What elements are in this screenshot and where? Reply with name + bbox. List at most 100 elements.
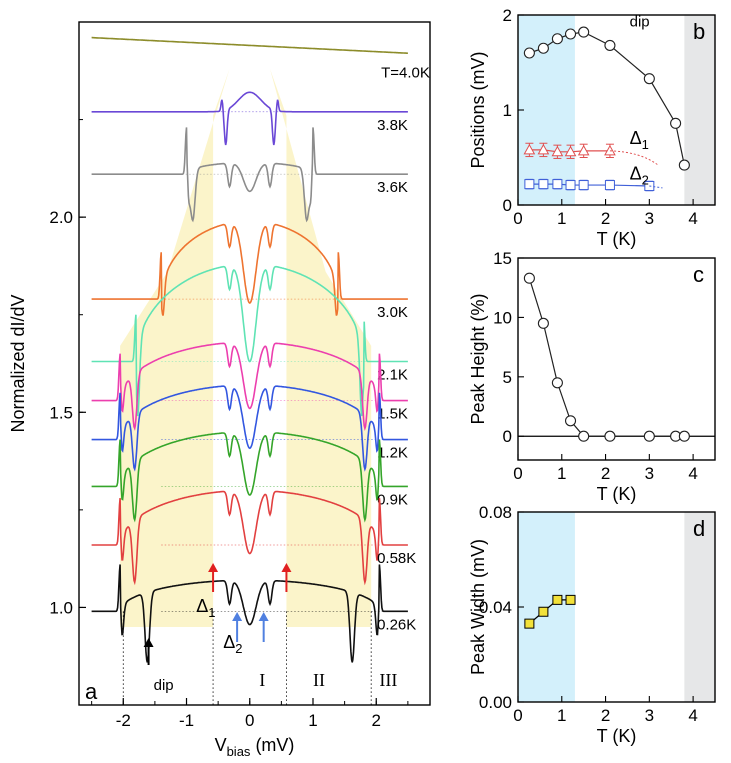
- data-point: [552, 179, 563, 190]
- x-tick-label: 3: [645, 209, 654, 228]
- x-tick-label: 1: [557, 464, 566, 483]
- x-tick-label: 1: [557, 706, 566, 725]
- shaded-region: [518, 15, 575, 205]
- delta1-label: Δ1: [630, 128, 649, 152]
- data-point: [523, 47, 535, 59]
- x-tick-label: 4: [688, 209, 697, 228]
- trace-line: [91, 342, 408, 431]
- delta2-arrow-left-head: [232, 612, 243, 621]
- trace-line: [91, 223, 408, 316]
- data-point: [565, 180, 576, 191]
- series-peakheight: [523, 272, 690, 442]
- y-tick-label: 0.08: [479, 503, 512, 522]
- x-tick-label: 2: [601, 209, 610, 228]
- y-tick-label: 15: [493, 249, 512, 268]
- delta1-label: Δ1: [196, 596, 215, 620]
- data-point: [523, 143, 536, 155]
- delta2-sub: 2: [642, 172, 649, 187]
- x-tick-label: 0: [513, 209, 522, 228]
- trace-T4.0K: T=4.0K: [91, 36, 430, 81]
- dip-label: dip: [630, 13, 650, 30]
- data-point: [577, 144, 590, 156]
- x-tick-label: 0: [513, 464, 522, 483]
- trace-label: 0.26K: [377, 616, 416, 633]
- series-dip: [523, 26, 690, 171]
- trace-1.2K: 1.2K: [91, 385, 408, 472]
- panel-label: c: [693, 262, 704, 287]
- delta1-symbol: Δ: [630, 128, 642, 148]
- shaded-region: [684, 15, 715, 205]
- x-tick-label: 0: [513, 706, 522, 725]
- panel-label: b: [693, 19, 705, 44]
- y-tick-label: 1: [503, 101, 512, 120]
- series-peakwidth: [524, 594, 576, 629]
- trace-label: 3.8K: [377, 117, 408, 134]
- y-tick-label: 5: [503, 368, 512, 387]
- panel-c: 0 1 2 3 4 0 5 10 15 T (K) Peak Height (%) c: [468, 249, 716, 504]
- data-point: [578, 180, 589, 191]
- data-point: [578, 430, 590, 442]
- trace-line: [91, 385, 408, 472]
- data-point: [670, 117, 682, 129]
- data-point: [537, 317, 549, 329]
- y-tick-label: 10: [493, 308, 512, 327]
- delta2-symbol: Δ: [630, 163, 642, 183]
- trace-label: 0.9K: [377, 491, 408, 508]
- trace-label: 3.0K: [377, 304, 408, 321]
- x-axis-label: Vbias (mV): [215, 735, 295, 759]
- data-point: [604, 39, 616, 51]
- data-point: [604, 430, 616, 442]
- x-tick-label: -1: [179, 711, 194, 730]
- y-tick-label: 0.04: [479, 598, 512, 617]
- panel-label: d: [693, 516, 705, 541]
- data-point: [565, 594, 576, 605]
- trace-label: 1.2K: [377, 445, 408, 462]
- x-axis-label-sub: bias: [227, 744, 251, 759]
- data-point: [551, 377, 563, 389]
- data-point: [678, 159, 690, 171]
- data-point: [604, 180, 615, 191]
- trace-label: 1.5K: [377, 406, 408, 423]
- data-point: [564, 415, 577, 427]
- shade-region-left: [120, 68, 230, 627]
- data-point: [604, 144, 616, 156]
- y-axis-label: Peak Height (%): [468, 293, 488, 424]
- shade-region-right: [269, 68, 372, 627]
- x-tick-label: 3: [645, 706, 654, 725]
- trace-3.0K: 3.0K: [91, 223, 408, 321]
- data-point: [524, 179, 535, 190]
- x-tick-label: 1: [308, 711, 317, 730]
- data-point: [551, 33, 563, 45]
- trace-3.8K: 3.8K: [91, 91, 408, 146]
- delta2-sub: 2: [235, 641, 242, 656]
- data-point: [538, 179, 549, 190]
- trace-label: T=4.0K: [381, 64, 430, 81]
- data-point: [678, 430, 690, 442]
- delta2-label: Δ2: [223, 632, 242, 656]
- delta1-extrapolation: [609, 150, 659, 166]
- delta1-symbol: Δ: [196, 596, 208, 616]
- y-tick-label: 0: [503, 427, 512, 446]
- x-tick-label: -2: [116, 711, 131, 730]
- y-axis-label: Positions (mV): [468, 51, 488, 168]
- region-label-I: I: [259, 670, 265, 690]
- data-point: [551, 145, 564, 157]
- panel-frame: [517, 257, 716, 461]
- trace-label: 2.1K: [377, 367, 408, 384]
- panel-a-frame: [78, 21, 431, 706]
- delta1-arrow-right-head: [281, 563, 292, 572]
- data-point: [537, 42, 549, 54]
- dip-arrow-head: [143, 638, 154, 647]
- data-point: [564, 28, 577, 40]
- trace-line: [91, 432, 408, 523]
- y-axis-label: Peak Width (mV): [468, 539, 488, 675]
- data-point: [524, 618, 535, 629]
- y-tick-label: 1.0: [49, 598, 73, 617]
- data-point: [643, 430, 655, 442]
- x-tick-label: 3: [645, 464, 654, 483]
- x-axis-label-unit: (mV): [250, 735, 294, 755]
- trace-line: [91, 91, 408, 146]
- series-1: [523, 142, 616, 159]
- x-tick-label: 2: [601, 706, 610, 725]
